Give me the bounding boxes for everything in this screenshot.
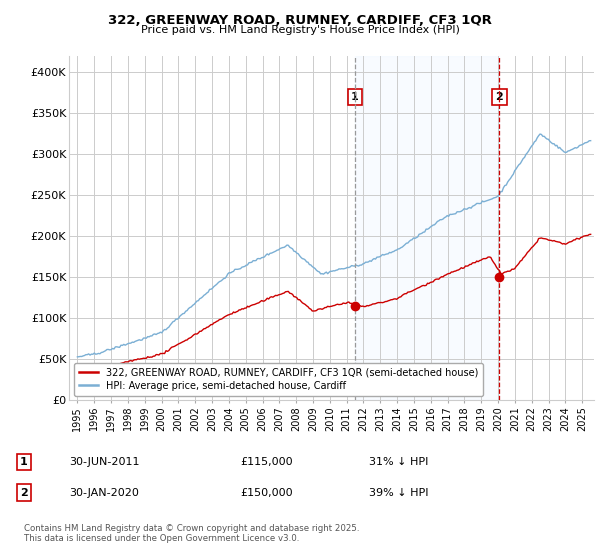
Text: Contains HM Land Registry data © Crown copyright and database right 2025.
This d: Contains HM Land Registry data © Crown c… [24, 524, 359, 543]
Legend: 322, GREENWAY ROAD, RUMNEY, CARDIFF, CF3 1QR (semi-detached house), HPI: Average: 322, GREENWAY ROAD, RUMNEY, CARDIFF, CF3… [74, 363, 483, 395]
Text: £115,000: £115,000 [240, 457, 293, 467]
Text: 1: 1 [351, 92, 359, 102]
Text: 39% ↓ HPI: 39% ↓ HPI [369, 488, 428, 498]
Text: 2: 2 [496, 92, 503, 102]
Text: 31% ↓ HPI: 31% ↓ HPI [369, 457, 428, 467]
Text: 322, GREENWAY ROAD, RUMNEY, CARDIFF, CF3 1QR: 322, GREENWAY ROAD, RUMNEY, CARDIFF, CF3… [108, 14, 492, 27]
Bar [355, 56, 499, 400]
Text: £150,000: £150,000 [240, 488, 293, 498]
Text: Price paid vs. HM Land Registry's House Price Index (HPI): Price paid vs. HM Land Registry's House … [140, 25, 460, 35]
Text: 30-JUN-2011: 30-JUN-2011 [69, 457, 139, 467]
Text: 1: 1 [20, 457, 28, 467]
Text: 30-JAN-2020: 30-JAN-2020 [69, 488, 139, 498]
Text: 2: 2 [20, 488, 28, 498]
